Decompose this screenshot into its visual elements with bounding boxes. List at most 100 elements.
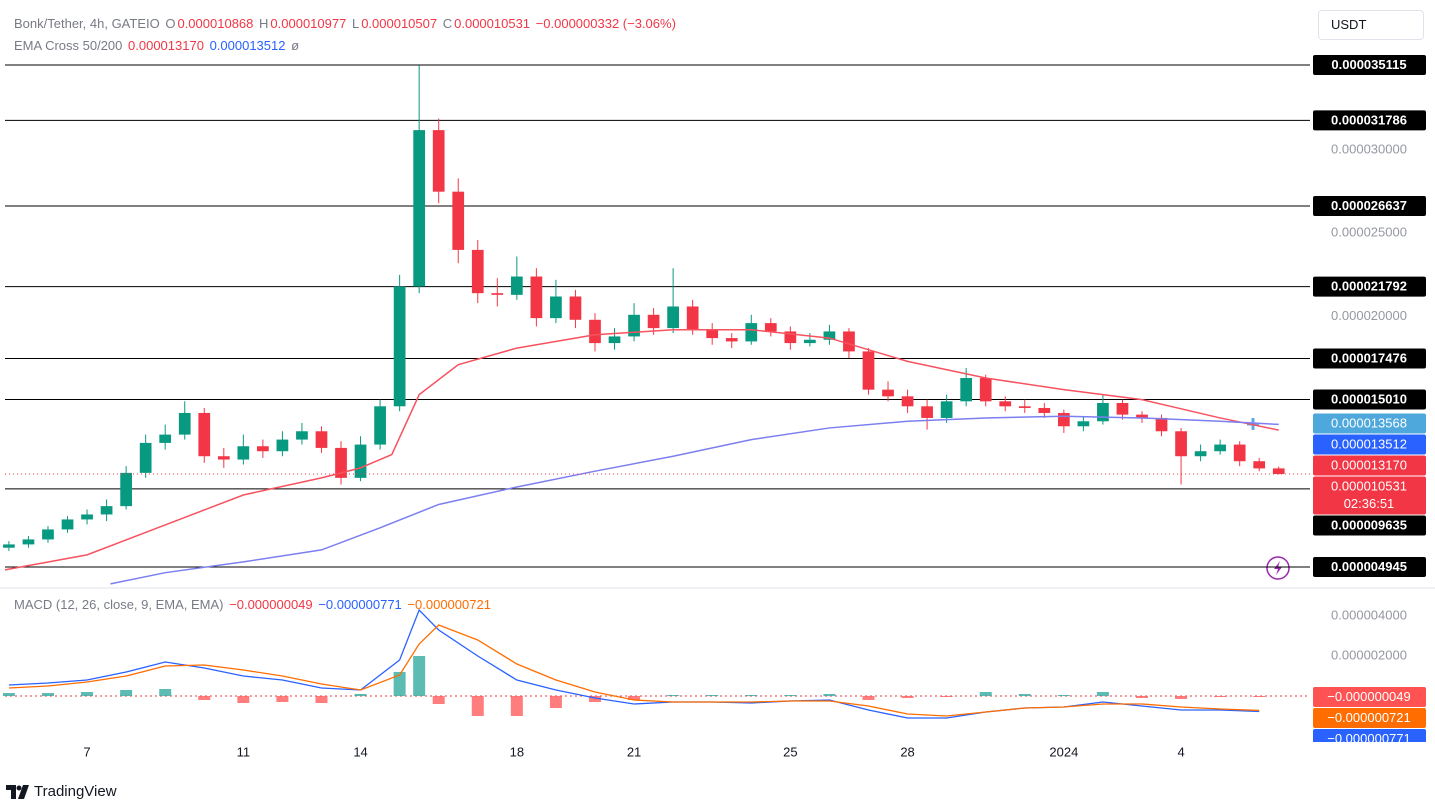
candle-body xyxy=(804,339,816,344)
chart: −0.000000049 −0.000000721 −0.000000771 7 11… xyxy=(0,54,1435,759)
price-badge xyxy=(1313,728,1426,742)
macd-histogram-bar xyxy=(706,695,719,696)
candle-body xyxy=(979,378,992,402)
candle-body xyxy=(374,406,386,445)
price-badge-label: −0.000000721 xyxy=(1327,710,1411,725)
candle-body xyxy=(413,130,426,287)
candle-body xyxy=(257,446,269,452)
ema-line xyxy=(110,415,1279,585)
candle-body xyxy=(22,539,35,545)
price-badge-label: 0.000021792 xyxy=(1331,279,1407,294)
candle-body xyxy=(686,306,699,330)
candle-body xyxy=(823,331,836,340)
macd-histogram-bar xyxy=(2,693,15,696)
ema50-value: 0.000013170 xyxy=(128,38,204,53)
low-value: 0.000010507 xyxy=(361,16,438,31)
candle-body xyxy=(882,389,894,397)
price-badge-label: −0.000000049 xyxy=(1327,689,1411,704)
ema-line xyxy=(4,329,1279,571)
candle-body xyxy=(178,412,191,435)
lightning-icon[interactable] xyxy=(1266,556,1290,580)
price-badge-label: 0.000035115 xyxy=(1331,57,1406,72)
macd-title[interactable]: MACD (12, 26, close, 9, EMA, EMA) xyxy=(14,597,224,612)
candle-body xyxy=(335,447,347,478)
macd-histogram-bar xyxy=(120,690,133,696)
macd-histogram-bar xyxy=(862,696,875,700)
x-tick-label: 28 xyxy=(900,744,914,759)
candle-body xyxy=(452,191,465,250)
close-value: 0.000010531 xyxy=(454,16,531,31)
price-badge xyxy=(1313,348,1426,369)
candle-body xyxy=(120,472,132,507)
macd-histogram-bar xyxy=(1253,696,1266,697)
macd-histogram-bar xyxy=(1214,696,1227,697)
brand-name: TradingView xyxy=(34,783,117,800)
price-badge xyxy=(1313,196,1426,217)
candle-body xyxy=(960,378,973,402)
candle-body xyxy=(393,286,406,407)
macd-histogram-bar xyxy=(413,656,426,696)
symbol[interactable]: Bonk/Tether, 4h, GATEIO xyxy=(14,16,160,31)
price-badge-label: 0.000013568 xyxy=(1331,415,1407,430)
ohlc-letter: H xyxy=(259,16,269,31)
y-tick-label: 0.000020000 xyxy=(1331,308,1407,323)
signal-value: −0.000000721 xyxy=(407,597,491,612)
macd-line xyxy=(8,624,1260,717)
candle-body xyxy=(1155,417,1168,432)
candle-body xyxy=(1057,412,1070,427)
macd-histogram-bar xyxy=(393,672,406,696)
candle-body xyxy=(1214,444,1226,452)
ema200-value: 0.000013512 xyxy=(209,38,286,53)
price-badge-label: 0.000013512 xyxy=(1331,436,1407,451)
histogram-value: −0.000000049 xyxy=(229,597,313,612)
macd-histogram-bar xyxy=(784,695,797,696)
indicator-name[interactable]: EMA Cross 50/200 xyxy=(14,38,123,53)
candle-body xyxy=(1116,402,1129,415)
macd-header: MACD (12, 26, close, 9, EMA, EMA) −0.000… xyxy=(14,597,493,612)
macd-histogram-bar xyxy=(901,696,914,698)
ohlc-letter: L xyxy=(351,16,360,31)
candle-body xyxy=(471,249,484,294)
candle-body xyxy=(1136,414,1148,418)
price-badge xyxy=(1313,54,1426,75)
macd-value: −0.000000771 xyxy=(318,597,402,612)
macd-line xyxy=(8,608,1260,719)
price-badge xyxy=(1313,707,1426,728)
macd-histogram-bar xyxy=(549,696,562,708)
indicator-header: EMA Cross 50/200 0.000013170 0.000013512… xyxy=(14,38,301,53)
x-tick-label: 21 xyxy=(627,744,641,759)
macd-histogram-bar xyxy=(1096,692,1109,696)
candle-body xyxy=(100,506,113,515)
candle-body xyxy=(42,529,54,540)
candle-body xyxy=(628,314,640,337)
macd-histogram-bar xyxy=(979,692,992,696)
candle-body xyxy=(745,323,758,342)
countdown: 02:36:51 xyxy=(1344,496,1395,511)
candle-body xyxy=(491,293,504,295)
price-badge xyxy=(1313,276,1426,297)
x-tick-label: 2024 xyxy=(1049,744,1078,759)
macd-histogram-bar xyxy=(432,696,445,704)
candle-body xyxy=(901,396,914,407)
y-tick-label: 0.000025000 xyxy=(1331,225,1407,240)
price-badge xyxy=(1313,434,1426,455)
candle-body xyxy=(159,434,172,443)
candle-body xyxy=(550,296,562,319)
price-badge-label: 0.000013170 xyxy=(1331,457,1407,472)
macd-histogram-bar xyxy=(41,693,54,696)
macd-histogram-bar xyxy=(81,692,94,696)
candle-body xyxy=(1018,406,1031,408)
price-badge xyxy=(1313,556,1426,577)
candle-body xyxy=(999,401,1012,407)
price-badge-label: 0.000004945 xyxy=(1331,559,1407,574)
price-badge-label: 0.000009635 xyxy=(1331,517,1407,532)
price-badge xyxy=(1313,389,1426,410)
price-badge-label: 0.000026637 xyxy=(1331,198,1407,213)
macd-histogram-bar xyxy=(315,696,328,703)
price-badge-label: 0.000031786 xyxy=(1331,112,1407,127)
price-badge-label: 0.000010531 xyxy=(1331,478,1407,493)
open-value: 0.000010868 xyxy=(177,16,254,31)
currency-button[interactable]: USDT xyxy=(1318,10,1424,40)
x-tick-label: 4 xyxy=(1177,744,1184,759)
